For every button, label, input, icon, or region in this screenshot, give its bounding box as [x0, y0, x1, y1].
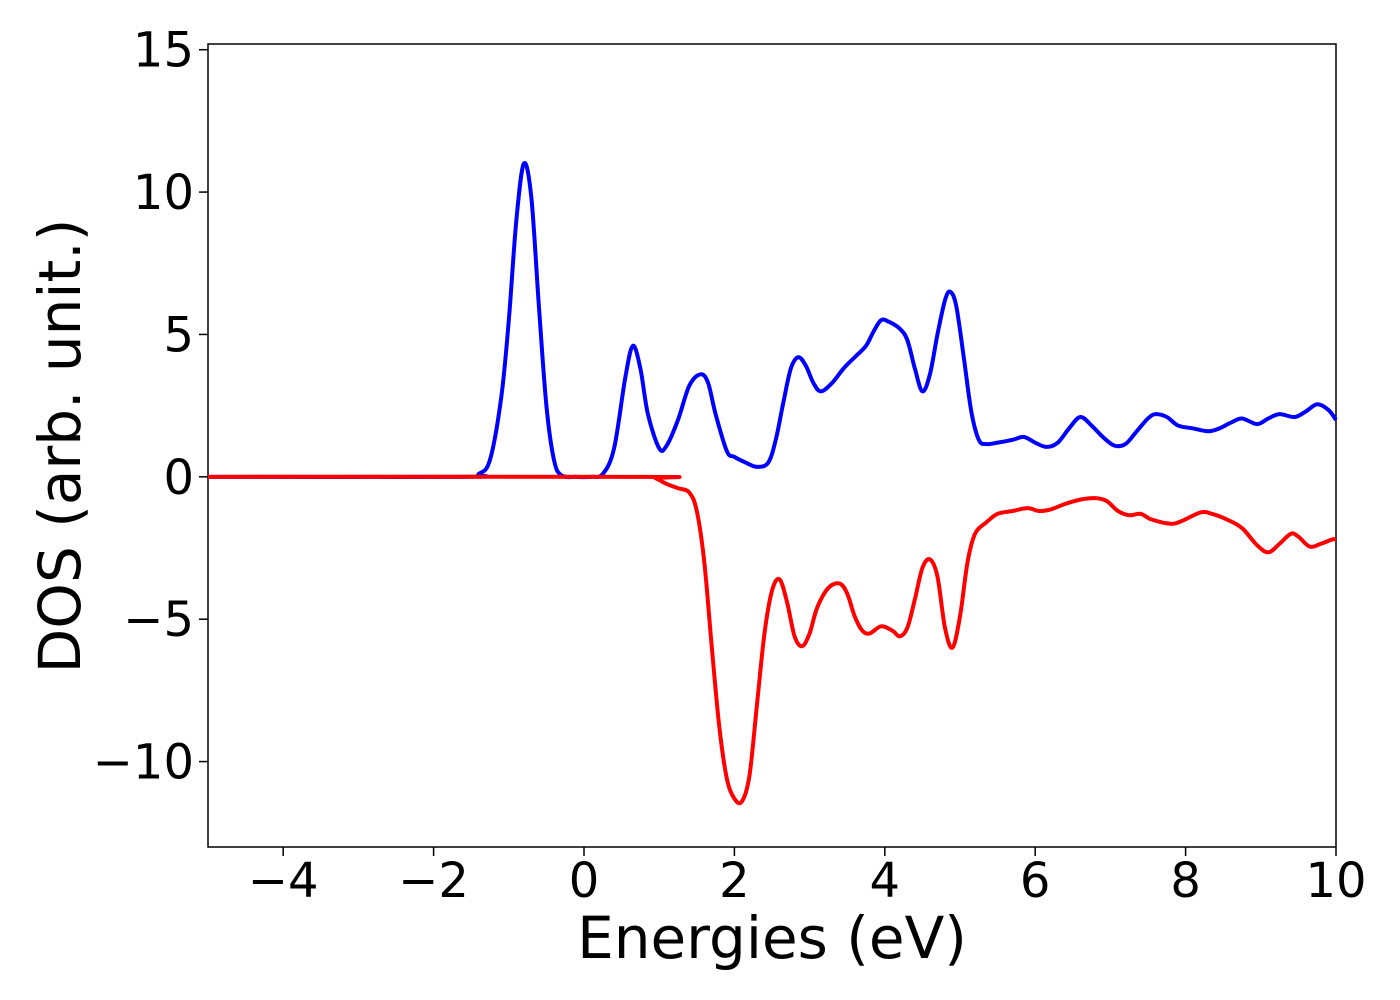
y-tick-label: −5: [123, 592, 194, 648]
x-tick-label: 10: [1305, 853, 1366, 909]
x-tick-label: −4: [248, 853, 319, 909]
x-tick-label: 6: [1020, 853, 1051, 909]
series-layer: [207, 161, 1338, 806]
x-tick-label: 0: [569, 853, 600, 909]
x-tick-label: 4: [870, 853, 901, 909]
series-line-0: [207, 161, 1338, 480]
x-axis-label: Energies (eV): [577, 904, 967, 972]
series-line-1: [207, 474, 1337, 806]
y-tick-label: 0: [163, 450, 194, 506]
x-tick-label: 8: [1170, 853, 1201, 909]
y-tick-label: −10: [93, 735, 194, 791]
y-tick-label: 10: [133, 165, 194, 221]
ticks-layer: −4 −2 0 2 4 6 8 10 −10 −5 0 5 10 15: [93, 23, 1367, 909]
y-axis-label: DOS (arb. unit.): [26, 219, 94, 674]
y-tick-label: 5: [163, 307, 194, 363]
x-tick-label: −2: [398, 853, 469, 909]
x-tick-label: 2: [719, 853, 750, 909]
plot-area-frame: [207, 43, 1337, 848]
y-tick-label: 15: [133, 23, 194, 79]
